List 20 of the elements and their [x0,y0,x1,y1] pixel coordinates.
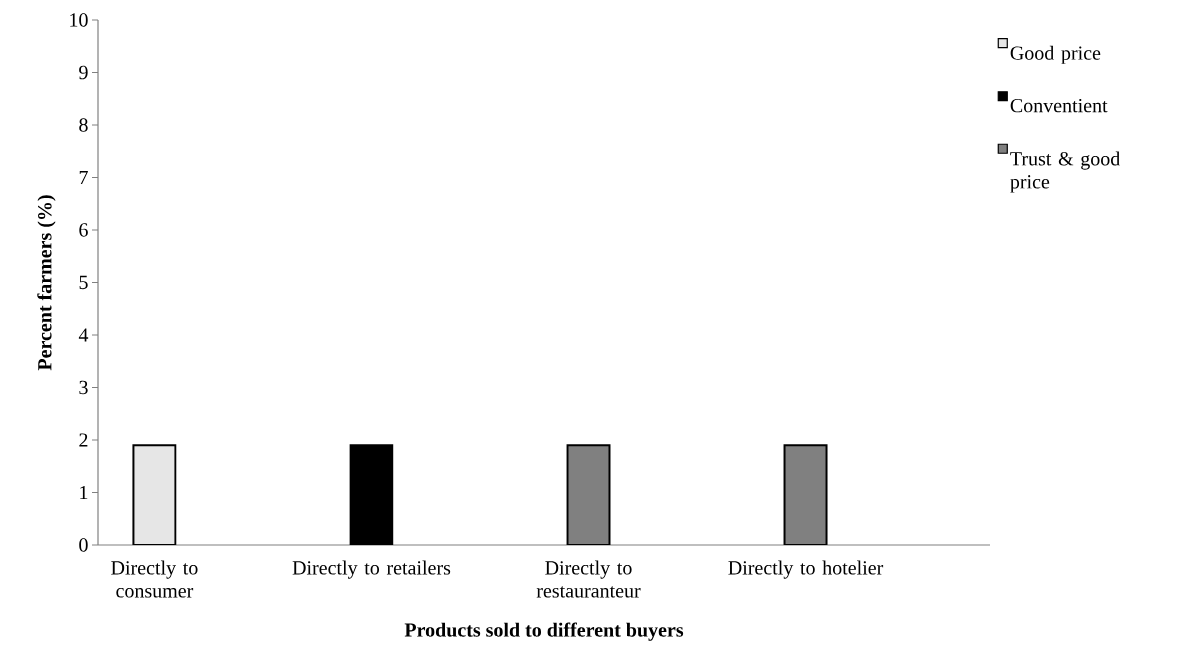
legend-label: Trust & good price [1010,151,1121,193]
y-tick-label: 4 [78,328,89,342]
y-tick-label: 8 [79,118,88,132]
legend-label: Conventient [1010,98,1108,113]
x-tick-label: Directly to restauranteur [536,560,641,598]
y-tick-label: 10 [70,13,88,27]
y-tick-label: 9 [79,65,88,80]
legend-label: Good price [1010,45,1101,64]
y-tick-label: 3 [79,380,88,395]
y-tick-label: 5 [79,275,88,290]
y-tick-label: 7 [79,170,88,185]
x-tick-label: Directly to hotelier [728,560,884,579]
y-tick-label: 2 [79,433,88,447]
y-axis-title: Percent farmers (%) [37,195,56,371]
x-tick-label: Directly to retailers [292,560,451,579]
y-tick-label: 6 [79,223,88,237]
y-tick-label: 1 [80,485,88,500]
x-tick-label: Directly to consumer [111,560,198,598]
x-axis-title: Products sold to different buyers [404,622,684,641]
y-tick-label: 0 [79,538,88,552]
